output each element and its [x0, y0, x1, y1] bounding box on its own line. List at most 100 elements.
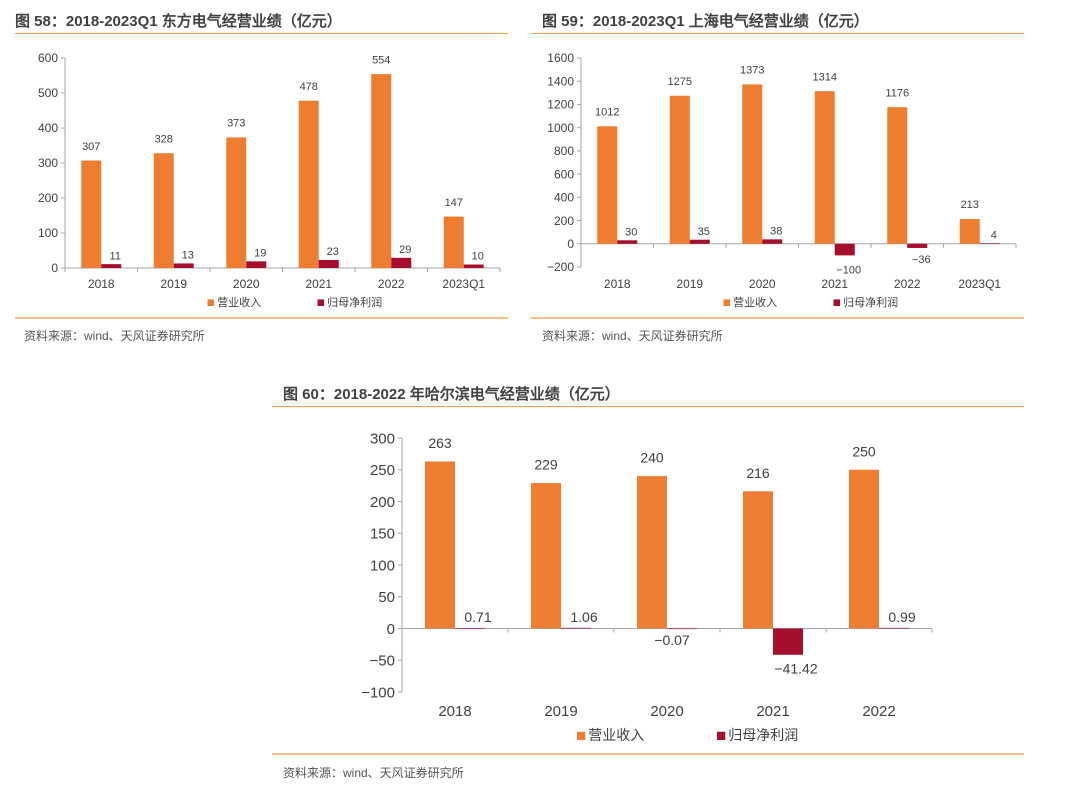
figure-58-bottom-rule [15, 317, 508, 319]
revenue-label-2019: 1275 [668, 76, 692, 88]
legend-swatch-profit [717, 731, 726, 740]
legend-label-revenue: 营业收入 [588, 727, 644, 743]
revenue-bar-2018 [425, 461, 455, 629]
revenue-label-2021: 216 [746, 465, 770, 481]
profit-bar-2022 [907, 243, 928, 248]
legend-label-profit: 归母净利润 [728, 727, 798, 743]
profit-label-2022: 0.99 [888, 609, 915, 625]
revenue-label-2019: 328 [155, 133, 173, 145]
y-tick-label: 400 [554, 191, 574, 205]
y-tick-label: 0 [387, 621, 395, 638]
revenue-label-2021: 478 [300, 81, 318, 93]
x-tick-label: 2020 [233, 277, 260, 291]
x-tick-label: 2019 [544, 703, 577, 720]
figure-59-bottom-rule [531, 317, 1024, 319]
revenue-label-2022: 1176 [885, 87, 909, 99]
revenue-label-2020: 373 [227, 118, 245, 130]
revenue-bar-2020 [637, 476, 667, 629]
y-tick-label: 800 [554, 144, 574, 158]
legend-swatch-profit [317, 299, 325, 306]
x-tick-label: 2018 [438, 703, 471, 720]
y-tick-label: −50 [370, 653, 395, 670]
profit-bar-2020 [246, 261, 267, 268]
revenue-label-2018: 263 [428, 435, 452, 451]
profit-bar-2018 [617, 240, 638, 244]
profit-label-2021: 23 [327, 246, 339, 258]
revenue-bar-2019 [531, 483, 561, 629]
figure-59-title-rule [531, 33, 1024, 34]
y-tick-label: 600 [38, 51, 58, 65]
x-tick-label: 2021 [305, 277, 332, 291]
profit-bar-2021 [773, 628, 803, 655]
figure-60-title: 图 60：2018-2022 年哈尔滨电气经营业绩（亿元） [283, 386, 620, 403]
profit-label-2022: −36 [912, 254, 931, 266]
profit-bar-2023Q1 [979, 243, 1000, 244]
figure-58-source: 资料来源：wind、天风证券研究所 [24, 329, 205, 343]
x-tick-label: 2023Q1 [442, 277, 485, 291]
y-tick-label: 200 [554, 214, 574, 228]
figure-59-chart: −200 0 200 400 600 800 1000 1200 1400 1600 1012 30 2… [547, 51, 1017, 309]
profit-label-2020: 19 [254, 248, 266, 260]
y-tick-label: 0 [567, 237, 574, 251]
profit-label-2019: 1.06 [570, 609, 597, 625]
figure-58-chart: 0 100 200 300 400 500 600 307 11 2018 328 13 2019 373… [38, 51, 501, 309]
profit-label-2020: 38 [770, 226, 782, 238]
y-tick-label: 1000 [547, 121, 574, 135]
y-tick-label: 100 [370, 557, 395, 574]
profit-label-2023Q1: 10 [472, 251, 484, 263]
y-tick-label: 0 [51, 261, 58, 275]
revenue-bar-2022 [887, 107, 908, 244]
profit-bar-2022 [879, 627, 909, 629]
y-tick-label: 250 [370, 462, 395, 479]
figure-60-bottom-rule [272, 753, 1024, 755]
profit-bar-2020 [762, 239, 783, 244]
revenue-bar-2022 [371, 74, 392, 268]
x-tick-label: 2020 [749, 277, 776, 291]
x-tick-label: 2019 [676, 277, 703, 291]
y-tick-label: 150 [370, 526, 395, 543]
profit-label-2018: 11 [110, 250, 121, 262]
profit-label-2018: 30 [625, 226, 637, 238]
profit-bar-2022 [391, 257, 412, 268]
profit-bar-2019 [689, 239, 710, 244]
revenue-bar-2021 [743, 491, 773, 629]
revenue-bar-2022 [849, 469, 879, 629]
legend-swatch-revenue [577, 731, 586, 740]
x-tick-label: 2021 [821, 277, 848, 291]
y-tick-label: −100 [361, 684, 395, 701]
figure-58-title-rule [15, 33, 508, 34]
profit-bar-2021 [834, 243, 855, 256]
figure-59-title: 图 59：2018-2023Q1 上海电气经营业绩（亿元） [542, 13, 869, 30]
y-tick-label: 600 [554, 167, 574, 181]
figure-60-title-rule [272, 406, 1024, 407]
x-tick-label: 2022 [894, 277, 921, 291]
x-tick-label: 2020 [650, 703, 683, 720]
revenue-bar-2021 [298, 100, 319, 268]
revenue-label-2022: 250 [852, 443, 876, 459]
x-tick-label: 2021 [756, 703, 789, 720]
legend-swatch-revenue [723, 299, 731, 306]
profit-bar-2018 [455, 628, 485, 629]
revenue-label-2023Q1: 147 [445, 197, 463, 209]
profit-bar-2021 [318, 259, 339, 268]
profit-bar-2023Q1 [463, 264, 484, 268]
revenue-bar-2020 [742, 84, 763, 244]
figure-60-chart: −100 −50 0 50 100 150 200 250 300 263 0.71 2018 229 1… [361, 430, 933, 743]
revenue-bar-2018 [81, 160, 102, 268]
revenue-label-2020: 1373 [740, 65, 764, 77]
legend-swatch-profit [833, 299, 841, 306]
y-tick-label: 1600 [547, 51, 574, 65]
y-tick-label: 300 [38, 156, 58, 170]
y-tick-label: 200 [370, 494, 395, 511]
figure-60-source: 资料来源：wind、天风证券研究所 [283, 766, 464, 780]
y-tick-label: 400 [38, 121, 58, 135]
profit-bar-2020 [667, 628, 697, 630]
revenue-label-2022: 554 [372, 54, 390, 66]
x-tick-label: 2018 [88, 277, 115, 291]
y-tick-label: 1200 [547, 98, 574, 112]
x-tick-label: 2018 [604, 277, 631, 291]
x-tick-label: 2019 [160, 277, 187, 291]
x-tick-label: 2022 [862, 703, 895, 720]
profit-label-2022: 29 [399, 244, 411, 256]
profit-label-2023Q1: 4 [991, 230, 997, 242]
